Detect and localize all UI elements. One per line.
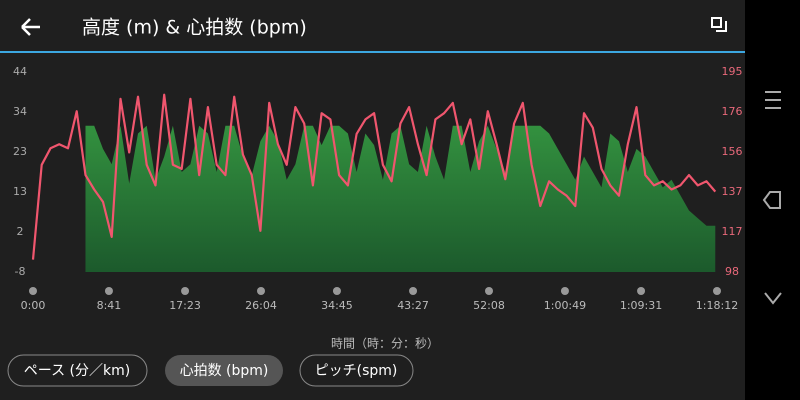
x-tick-label: 43:27 (397, 299, 429, 312)
tab-button-selected[interactable] (165, 355, 283, 386)
y2-tick-label: 195 (722, 65, 743, 78)
tab-group: ペース (分／km) 心拍数 (bpm) ピッチ(spm) (7, 354, 414, 387)
tab-button[interactable] (299, 354, 414, 387)
y-tick-label: -8 (15, 265, 26, 278)
x-tick-dot (637, 287, 646, 295)
y2-tick-label: 137 (722, 185, 743, 198)
x-tick-label: 17:23 (169, 299, 201, 312)
y2-tick-label: 117 (722, 225, 743, 238)
tab-button[interactable] (7, 354, 148, 387)
x-tick-label: 1:09:31 (620, 299, 662, 312)
x-tick-label: 0:00 (21, 299, 46, 312)
y2-tick-label: 98 (725, 265, 739, 278)
back-button[interactable] (21, 18, 40, 36)
y2-tick-label: 176 (722, 105, 743, 118)
heart-rate-line (31, 93, 717, 260)
menu-icon[interactable] (765, 91, 781, 109)
x-tick-dot (257, 287, 265, 295)
x-tick-label: 1:00:49 (544, 299, 586, 312)
altitude-area (85, 125, 716, 272)
x-tick-dot (713, 287, 721, 295)
x-tick-label: 8:41 (97, 299, 122, 312)
x-tick-dot (332, 287, 341, 295)
nav-bar (745, 0, 800, 400)
tab-label[interactable]: 心拍数 (bpm) (180, 363, 269, 379)
x-tick-label: 1:18:12 (696, 299, 738, 312)
y-tick-label: 34 (13, 105, 27, 118)
x-tick-dot (181, 287, 190, 295)
x-tick-dot (560, 287, 569, 295)
back-nav-icon[interactable] (762, 191, 781, 209)
tab-label[interactable]: ペース (分／km) (24, 363, 130, 379)
y2-tick-label: 156 (722, 145, 743, 158)
expand-icon[interactable] (711, 17, 727, 32)
y-tick-label: 13 (13, 185, 27, 198)
tab-label[interactable]: ピッチ(spm) (315, 363, 398, 379)
y-tick-label: 44 (13, 65, 27, 78)
x-tick-label: 26:04 (245, 299, 277, 312)
x-axis-label: 時間（時：分：秒） (331, 337, 439, 351)
x-tick-dot (29, 287, 37, 295)
x-tick-dot (409, 287, 418, 295)
x-tick-label: 34:45 (321, 299, 353, 312)
x-tick-label: 52:08 (473, 299, 505, 312)
y-tick-label: 2 (17, 225, 24, 238)
x-tick-dot (485, 287, 493, 295)
x-tick-dot (104, 287, 113, 295)
page-title: 高度 (m) & 心拍数 (bpm) (82, 17, 307, 39)
down-icon[interactable] (764, 292, 782, 305)
header-divider (0, 51, 745, 53)
y-tick-label: 23 (13, 145, 27, 158)
